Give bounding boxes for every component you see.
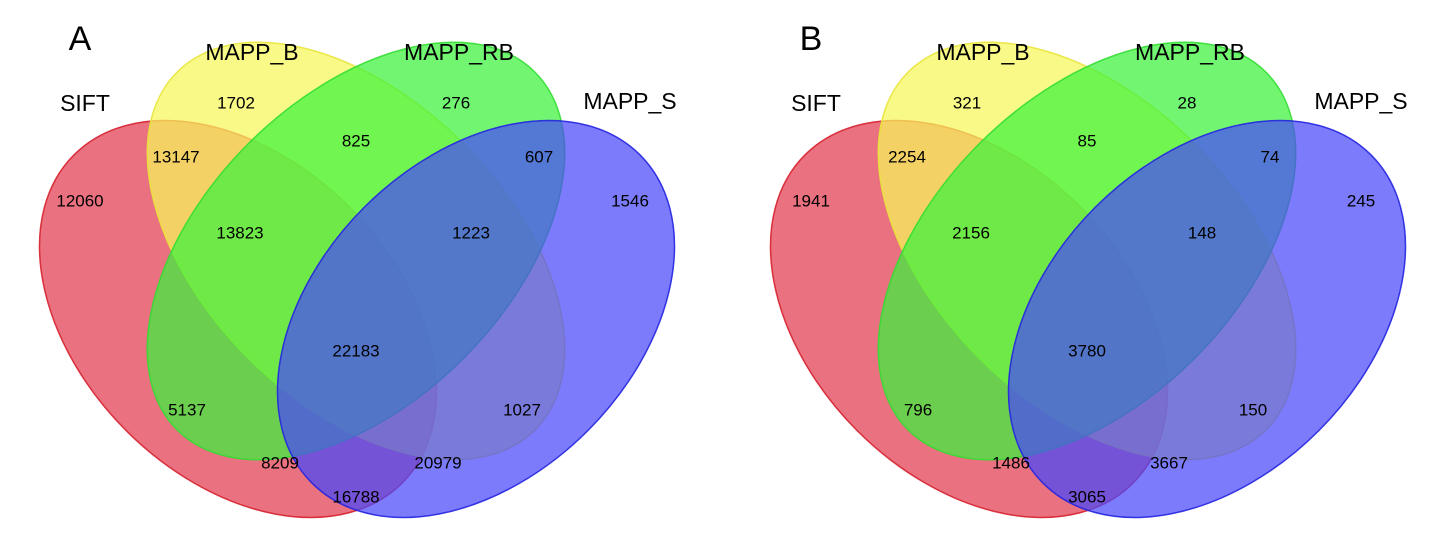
ellipse-mapp-s	[276, 119, 676, 519]
set-label-mapp-b: MAPP_B	[205, 39, 298, 65]
panel-letter: A	[69, 20, 92, 58]
region-count-b-rb: 85	[1078, 131, 1097, 150]
region-count-rb-only: 28	[1178, 93, 1197, 112]
region-count-sift-rb-s: 1486	[992, 453, 1030, 472]
region-count-sift-b-s: 3667	[1150, 453, 1188, 472]
region-count-sift-b-s: 20979	[414, 453, 461, 472]
region-count-sift-b: 13147	[152, 147, 199, 166]
region-count-b-rb-s: 148	[1188, 223, 1216, 242]
region-count-sift-s: 16788	[332, 487, 379, 506]
region-count-all: 22183	[332, 341, 379, 360]
region-count-b-rb: 825	[342, 131, 370, 150]
set-label-sift: SIFT	[791, 90, 841, 116]
set-label-mapp-rb: MAPP_RB	[404, 39, 514, 65]
set-label-mapp-s: MAPP_S	[1314, 88, 1407, 114]
region-count-b-only: 321	[953, 93, 981, 112]
venn-panel-a: A SIFT MAPP_B MAPP_RB MAPP_S 12060 1702 276 1546…	[38, 20, 677, 519]
region-count-s-only: 1546	[611, 191, 649, 210]
region-count-b-rb-s: 1223	[452, 223, 490, 242]
region-count-b-s: 1027	[503, 400, 541, 419]
venn-panel-b: B SIFT MAPP_B MAPP_RB MAPP_S 1941 321 28 245 2254…	[769, 20, 1408, 519]
region-count-rb-only: 276	[442, 93, 470, 112]
set-label-mapp-rb: MAPP_RB	[1135, 39, 1245, 65]
region-count-sift-rb: 5137	[168, 400, 206, 419]
set-label-mapp-s: MAPP_S	[583, 88, 676, 114]
region-count-sift-b-rb: 2156	[952, 223, 990, 242]
region-count-sift-rb: 796	[904, 400, 932, 419]
region-count-sift-b-rb: 13823	[216, 223, 263, 242]
region-count-all: 3780	[1068, 341, 1106, 360]
region-count-b-s: 150	[1239, 400, 1267, 419]
panel-letter: B	[800, 20, 823, 58]
region-count-rb-s: 607	[525, 147, 553, 166]
ellipse-mapp-s	[1007, 119, 1407, 519]
region-count-sift-s: 3065	[1068, 487, 1106, 506]
region-count-b-only: 1702	[217, 93, 255, 112]
region-count-s-only: 245	[1347, 191, 1375, 210]
set-label-mapp-b: MAPP_B	[936, 39, 1029, 65]
region-count-sift-only: 1941	[792, 191, 830, 210]
region-count-sift-only: 12060	[56, 191, 103, 210]
region-count-sift-b: 2254	[888, 147, 926, 166]
region-count-sift-rb-s: 8209	[261, 453, 299, 472]
region-count-rb-s: 74	[1261, 147, 1280, 166]
set-label-sift: SIFT	[60, 90, 110, 116]
